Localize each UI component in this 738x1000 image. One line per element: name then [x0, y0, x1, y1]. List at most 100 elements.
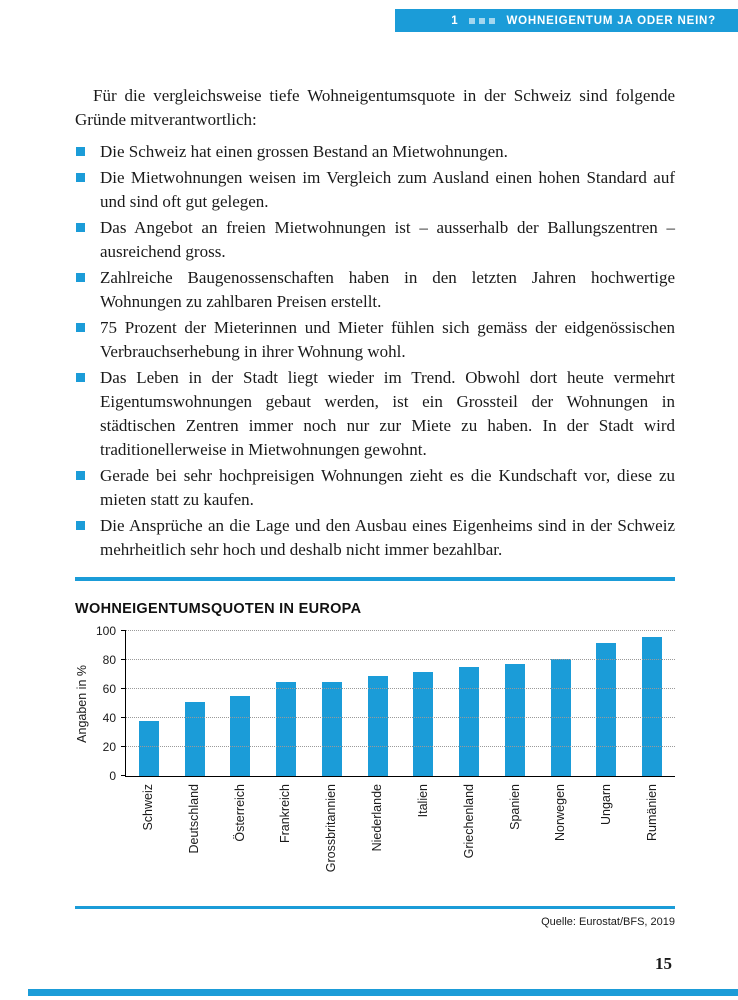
x-tick-label: Italien	[415, 784, 430, 818]
bullet-square-icon	[76, 521, 85, 530]
bullet-list: Die Schweiz hat einen grossen Bestand an…	[75, 140, 675, 562]
list-item-text: Das Angebot an freien Mietwohnungen ist …	[100, 218, 675, 261]
gridline	[126, 688, 675, 689]
list-item: Die Schweiz hat einen grossen Bestand an…	[75, 140, 675, 164]
x-tick-label: Frankreich	[278, 784, 293, 844]
footer-bar	[28, 989, 738, 996]
gridline	[126, 746, 675, 747]
bar-Rumänien	[642, 636, 663, 776]
list-item-text: Die Schweiz hat einen grossen Bestand an…	[100, 142, 508, 161]
x-tick-label: Griechenland	[461, 784, 476, 859]
chart-xlabels: Schweiz Deutschland Österreich Frankreich Gr…	[125, 784, 675, 896]
bar-column	[492, 664, 538, 776]
y-tick-label: 60	[102, 682, 116, 696]
x-label-column: Griechenland	[446, 784, 492, 896]
bar-Italien	[413, 671, 434, 776]
y-tick-mark	[121, 717, 126, 718]
list-item-text: Das Leben in der Stadt liegt wieder im T…	[100, 368, 675, 459]
x-label-column: Spanien	[492, 784, 538, 896]
y-tick-mark	[121, 659, 126, 660]
chapter-title: WOHNEIGENTUM JA ODER NEIN?	[506, 14, 716, 27]
square-icon	[478, 17, 485, 24]
bullet-square-icon	[76, 223, 85, 232]
bar-Österreich	[230, 696, 251, 776]
y-tick-label: 80	[102, 653, 116, 667]
bar-chart: Angaben in % 0 20 40 60 80 100 Schweiz Deutsch…	[75, 624, 675, 896]
bar-Griechenland	[459, 667, 480, 776]
x-label-column: Niederlande	[354, 784, 400, 896]
square-icon	[468, 17, 475, 24]
list-item: Die Ansprüche an die Lage und den Ausbau…	[75, 514, 675, 562]
divider-top	[75, 577, 675, 581]
x-tick-label: Grossbritannien	[324, 784, 339, 873]
bar-column	[309, 681, 355, 776]
y-tick-mark	[121, 746, 126, 747]
bar-Deutschland	[184, 702, 205, 776]
list-item: Gerade bei sehr hochpreisigen Wohnungen …	[75, 464, 675, 512]
x-tick-label: Ungarn	[599, 784, 614, 825]
y-tick-mark	[121, 630, 126, 631]
chart-title: WOHNEIGENTUMSQUOTEN IN EUROPA	[75, 601, 362, 617]
y-tick-label: 100	[95, 624, 116, 638]
bullet-square-icon	[76, 323, 85, 332]
chart-bars	[126, 631, 675, 776]
bullet-square-icon	[76, 147, 85, 156]
bullet-square-icon	[76, 471, 85, 480]
divider-bottom	[75, 906, 675, 909]
source-caption: Quelle: Eurostat/BFS, 2019	[541, 916, 675, 928]
list-item-text: Die Ansprüche an die Lage und den Ausbau…	[100, 516, 675, 559]
bullet-square-icon	[76, 173, 85, 182]
bar-Niederlande	[367, 675, 388, 776]
list-item: Das Angebot an freien Mietwohnungen ist …	[75, 216, 675, 264]
bar-Schweiz	[138, 720, 159, 776]
list-item: Das Leben in der Stadt liegt wieder im T…	[75, 366, 675, 462]
x-tick-label: Österreich	[232, 784, 247, 842]
x-label-column: Ungarn	[583, 784, 629, 896]
gridline	[126, 659, 675, 660]
bar-Ungarn	[596, 642, 617, 776]
x-label-column: Schweiz	[125, 784, 171, 896]
bar-column	[263, 681, 309, 776]
bar-column	[629, 636, 675, 776]
bullet-square-icon	[76, 273, 85, 282]
x-label-column: Deutschland	[171, 784, 217, 896]
list-item-text: Die Mietwohnungen weisen im Vergleich zu…	[100, 168, 675, 211]
bar-Grossbritannien	[321, 681, 342, 776]
bullet-square-icon	[76, 373, 85, 382]
chapter-header-bar: 1 WOHNEIGENTUM JA ODER NEIN?	[395, 9, 738, 32]
gridline	[126, 630, 675, 631]
y-tick-label: 20	[102, 740, 116, 754]
y-tick-label: 40	[102, 711, 116, 725]
y-tick-mark	[121, 688, 126, 689]
x-tick-label: Spanien	[507, 784, 522, 830]
y-tick-mark	[121, 775, 126, 776]
bar-column	[446, 667, 492, 776]
bar-column	[355, 675, 401, 776]
x-label-column: Rumänien	[629, 784, 675, 896]
gridline	[126, 717, 675, 718]
bar-column	[126, 720, 172, 776]
page-content: Für die vergleichsweise tiefe Wohneigent…	[75, 84, 675, 928]
list-item: 75 Prozent der Mieterinnen und Mieter fü…	[75, 316, 675, 364]
bar-Frankreich	[276, 681, 297, 776]
list-item: Zahlreiche Baugenossenschaften haben in …	[75, 266, 675, 314]
bar-column	[218, 696, 264, 776]
y-tick-label: 0	[109, 769, 116, 783]
chapter-number: 1	[451, 14, 459, 27]
x-tick-label: Norwegen	[553, 784, 568, 841]
list-item-text: Gerade bei sehr hochpreisigen Wohnungen …	[100, 466, 675, 509]
x-tick-label: Niederlande	[370, 784, 385, 852]
y-axis-title: Angaben in %	[75, 664, 89, 743]
page-number: 15	[655, 954, 672, 973]
chapter-marker-squares-icon	[468, 17, 499, 24]
x-tick-label: Deutschland	[186, 784, 201, 854]
bar-column	[401, 671, 447, 776]
list-item: Die Mietwohnungen weisen im Vergleich zu…	[75, 166, 675, 214]
square-icon	[488, 17, 495, 24]
bar-column	[584, 642, 630, 776]
x-tick-label: Rumänien	[645, 784, 660, 841]
chart-plot: 0 20 40 60 80 100	[96, 624, 675, 783]
x-label-column: Frankreich	[262, 784, 308, 896]
x-tick-label: Schweiz	[140, 784, 155, 831]
